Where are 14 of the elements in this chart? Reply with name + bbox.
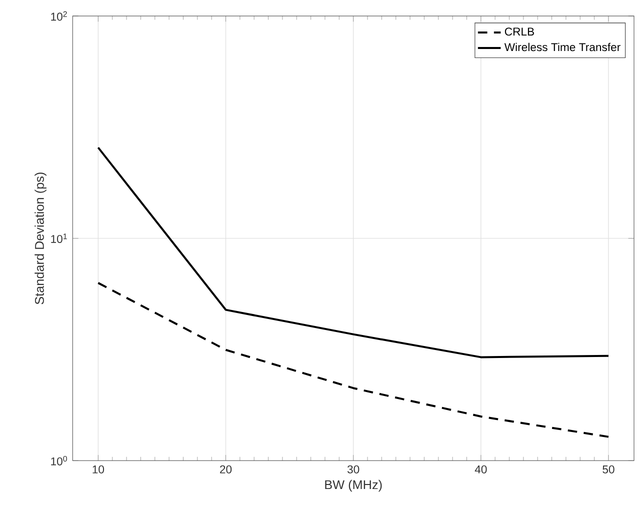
y-tick-label: 10$^{2}$ bbox=[51, 11, 67, 21]
y-tick-label: 10$^{1}$ bbox=[51, 234, 67, 243]
line-series bbox=[97, 146, 610, 358]
x-tick-label: 10 bbox=[92, 465, 104, 474]
line-series bbox=[97, 282, 610, 438]
x-tick-label: 30 bbox=[347, 465, 360, 474]
y-tick-label: 10$^{0}$ bbox=[51, 456, 67, 466]
y-axis-title: Standard Deviation (ps) bbox=[34, 172, 46, 304]
legend-label: CRLB bbox=[504, 28, 534, 36]
legend-label: Wireless Time Transfer bbox=[504, 42, 620, 52]
x-tick-label: 20 bbox=[220, 465, 232, 474]
x-axis-title: BW (MHz) bbox=[325, 480, 382, 492]
x-tick-label: 40 bbox=[474, 465, 487, 474]
x-tick-label: 50 bbox=[602, 465, 614, 474]
